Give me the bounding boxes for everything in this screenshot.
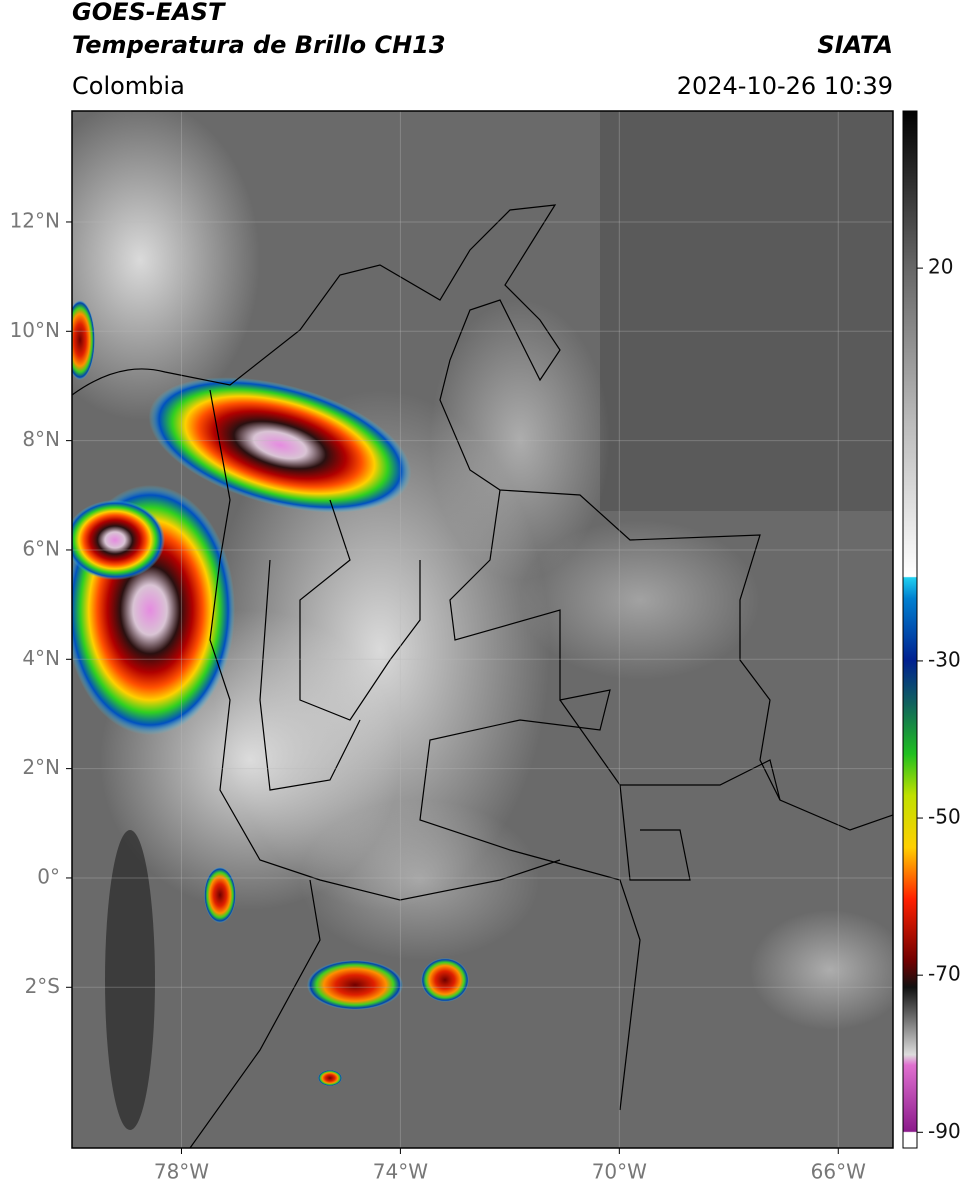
colorbar-tick-label: -90: [928, 1119, 961, 1143]
colorbar-tick-label: -70: [928, 962, 961, 986]
y-tick-label: 2°S: [25, 974, 60, 998]
x-tick-label: 66°W: [811, 1160, 866, 1184]
datetime: 2024-10-26 10:39: [677, 72, 893, 100]
title: GOES-EAST: [72, 0, 226, 26]
y-tick-label: 8°N: [22, 427, 60, 451]
y-tick-label: 10°N: [10, 318, 60, 342]
x-tick-label: 78°W: [154, 1160, 209, 1184]
y-tick-label: 6°N: [22, 536, 60, 560]
source: SIATA: [817, 31, 893, 59]
y-tick-label: 2°N: [22, 755, 60, 779]
y-tick-label: 12°N: [10, 208, 60, 232]
y-tick-label: 4°N: [22, 646, 60, 670]
colorbar-tick-label: -30: [928, 647, 961, 671]
region: Colombia: [72, 72, 185, 100]
x-tick-label: 74°W: [373, 1160, 428, 1184]
colorbar-tick-label: -50: [928, 805, 961, 829]
colorbar-tick-label: 20: [928, 255, 953, 279]
subtitle: Temperatura de Brillo CH13: [72, 31, 446, 59]
colorbar: [902, 110, 918, 1149]
satellite-image: [72, 111, 893, 1148]
x-tick-label: 70°W: [592, 1160, 647, 1184]
y-tick-label: 0°: [37, 864, 60, 888]
map-frame: [71, 110, 894, 1149]
